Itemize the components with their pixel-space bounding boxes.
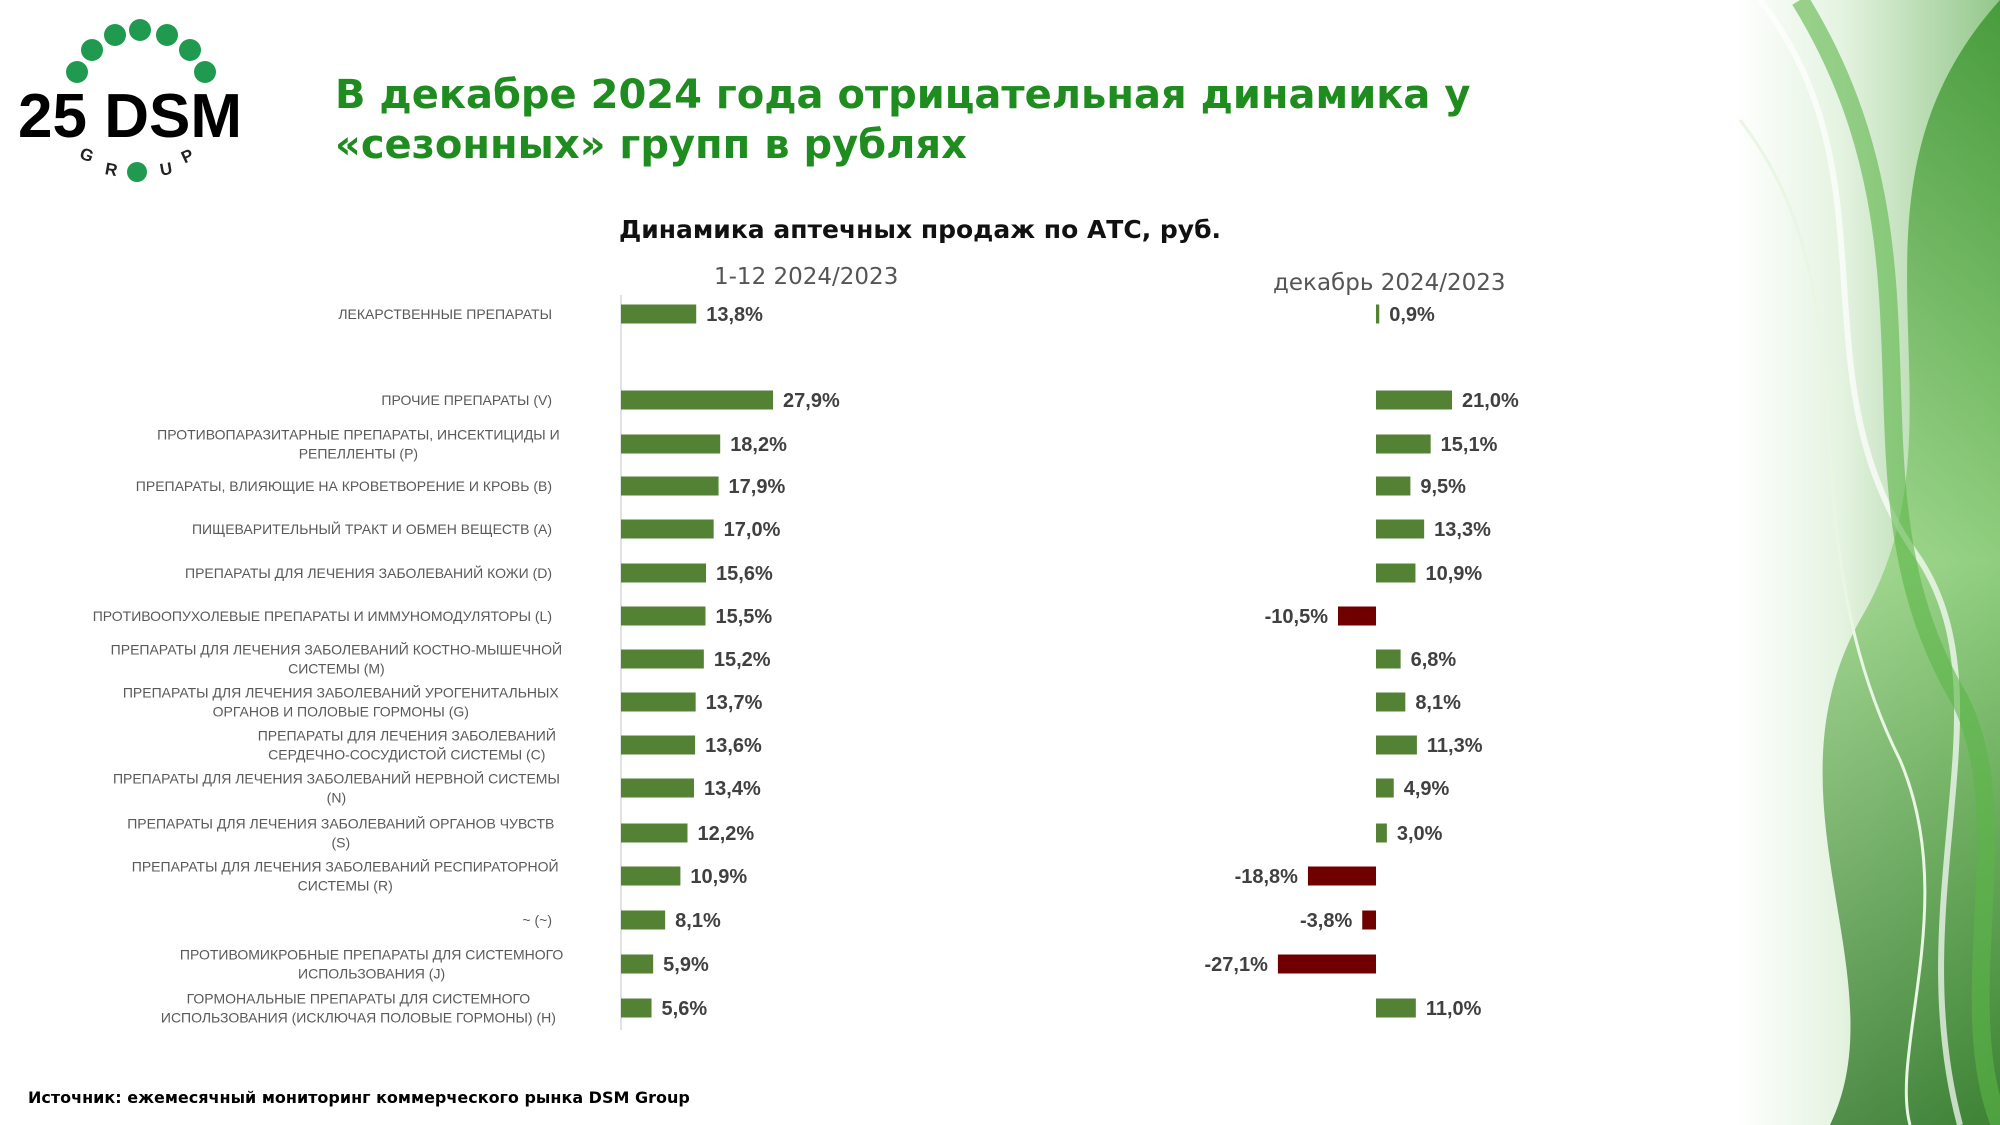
data-label: 13,8% — [706, 304, 763, 326]
svg-text:G: G — [77, 144, 96, 166]
data-label: 17,9% — [729, 476, 786, 498]
series-1-header: 1-12 2024/2023 — [714, 264, 899, 290]
data-label: 10,9% — [690, 866, 747, 888]
category-label: ЛЕКАРСТВЕННЫЕ ПРЕПАРАТЫ — [338, 306, 552, 322]
data-label: 11,3% — [1427, 735, 1483, 757]
category-label: ПРЕПАРАТЫ ДЛЯ ЛЕЧЕНИЯ ЗАБОЛЕВАНИЙ УРОГЕН… — [123, 684, 560, 720]
bar-series-2 — [1307, 866, 1376, 886]
bar-series-1 — [621, 998, 652, 1018]
bar-series-1 — [621, 866, 681, 886]
category-label: ПРЕПАРАТЫ ДЛЯ ЛЕЧЕНИЯ ЗАБОЛЕВАНИЙ СЕРДЕЧН… — [258, 727, 556, 763]
data-label: 15,1% — [1441, 434, 1498, 456]
data-label: 6,8% — [1411, 649, 1457, 671]
bar-series-1 — [621, 692, 696, 712]
data-label: 15,2% — [714, 649, 771, 671]
bar-series-1 — [621, 823, 688, 843]
data-label: 17,0% — [724, 519, 781, 541]
series-2-header: декабрь 2024/2023 — [1273, 270, 1506, 296]
bar-series-1 — [621, 434, 721, 454]
data-label: 21,0% — [1462, 390, 1519, 412]
bar-series-2 — [1376, 692, 1406, 712]
data-label: 9,5% — [1420, 476, 1466, 498]
bar-series-2 — [1376, 823, 1387, 843]
bar-series-1 — [621, 954, 654, 974]
data-label: 11,0% — [1426, 998, 1482, 1020]
bar-series-1 — [621, 649, 704, 669]
data-label: 8,1% — [1415, 692, 1461, 714]
data-label: 18,2% — [730, 434, 787, 456]
data-label: 0,9% — [1389, 304, 1435, 326]
category-label: ПРЕПАРАТЫ ДЛЯ ЛЕЧЕНИЯ ЗАБОЛЕВАНИЙ ОРГАНО… — [127, 815, 554, 851]
data-label: -10,5% — [1265, 606, 1329, 628]
category-label: ПРОЧИЕ ПРЕПАРАТЫ (V) — [381, 392, 552, 408]
data-label: 15,6% — [716, 563, 773, 585]
data-label: -27,1% — [1205, 954, 1269, 976]
data-label: 5,9% — [663, 954, 709, 976]
bar-series-2 — [1376, 649, 1401, 669]
data-label: 27,9% — [783, 390, 840, 412]
bar-series-2 — [1376, 735, 1417, 755]
data-label: -3,8% — [1300, 910, 1352, 932]
bar-series-1 — [621, 304, 697, 324]
bar-series-2 — [1376, 563, 1416, 583]
category-label: ПРЕПАРАТЫ ДЛЯ ЛЕЧЕНИЯ ЗАБОЛЕВАНИЙ РЕСПИР… — [132, 858, 559, 894]
bar-series-2 — [1337, 606, 1376, 626]
bar-series-2 — [1376, 390, 1453, 410]
data-label: 15,5% — [715, 606, 772, 628]
data-label: 5,6% — [662, 998, 708, 1020]
bar-series-1 — [621, 910, 666, 930]
data-label: 13,7% — [706, 692, 763, 714]
dsm-group-logo: 25 DSM G R U P — [18, 19, 242, 182]
data-label: 13,6% — [705, 735, 762, 757]
data-label: 12,2% — [697, 823, 754, 845]
data-label: 13,4% — [704, 778, 761, 800]
category-label: ГОРМОНАЛЬНЫЕ ПРЕПАРАТЫ ДЛЯ СИСТЕМНОГО ИСП… — [161, 991, 556, 1026]
bar-series-1 — [621, 563, 707, 583]
data-label: 3,0% — [1397, 823, 1443, 845]
chart-title: Динамика аптечных продаж по АТС, руб. — [618, 215, 1222, 244]
svg-text:U: U — [158, 159, 173, 180]
category-label: ПРЕПАРАТЫ ДЛЯ ЛЕЧЕНИЯ ЗАБОЛЕВАНИЙ КОЖИ (… — [185, 564, 552, 581]
bar-series-1 — [621, 606, 706, 626]
svg-text:R: R — [104, 159, 119, 180]
category-label: ПРЕПАРАТЫ, ВЛИЯЮЩИЕ НА КРОВЕТВОРЕНИЕ И К… — [136, 478, 552, 494]
bar-series-1 — [621, 778, 695, 798]
bar-series-2 — [1376, 778, 1394, 798]
page-title: В декабре 2024 года отрицательная динами… — [335, 72, 1471, 168]
logo-text: 25 DSM — [18, 82, 242, 151]
data-label: 4,9% — [1404, 778, 1450, 800]
bar-series-2 — [1362, 910, 1376, 930]
category-label: ПРОТИВОПАРАЗИТАРНЫЕ ПРЕПАРАТЫ, ИНСЕКТИЦИ… — [157, 427, 560, 462]
bar-series-2 — [1376, 304, 1380, 324]
bar-series-2 — [1376, 519, 1425, 539]
category-label: ПИЩЕВАРИТЕЛЬНЫЙ ТРАКТ И ОБМЕН ВЕЩЕСТВ (A… — [192, 520, 552, 537]
bar-series-2 — [1376, 434, 1431, 454]
data-label: 10,9% — [1425, 563, 1482, 585]
bar-series-2 — [1277, 954, 1376, 974]
bar-series-2 — [1376, 998, 1416, 1018]
category-label: ПРОТИВОМИКРОБНЫЕ ПРЕПАРАТЫ ДЛЯ СИСТЕМНОГ… — [180, 947, 564, 982]
category-label: ПРОТИВООПУХОЛЕВЫЕ ПРЕПАРАТЫ И ИММУНОМОДУ… — [93, 608, 552, 624]
data-label: 13,3% — [1434, 519, 1491, 541]
bar-series-1 — [621, 476, 719, 496]
bar-series-2 — [1376, 476, 1411, 496]
data-label: -18,8% — [1235, 866, 1299, 888]
data-label: 8,1% — [675, 910, 721, 932]
source-note: Источник: ежемесячный мониторинг коммерч… — [28, 1088, 690, 1107]
bar-series-1 — [621, 735, 696, 755]
category-label: ПРЕПАРАТЫ ДЛЯ ЛЕЧЕНИЯ ЗАБОЛЕВАНИЙ КОСТНО… — [111, 641, 562, 677]
category-label: ~ (~) — [522, 912, 552, 928]
category-label: ПРЕПАРАТЫ ДЛЯ ЛЕЧЕНИЯ ЗАБОЛЕВАНИЙ НЕРВНО… — [113, 770, 560, 806]
bar-series-1 — [621, 519, 714, 539]
bar-series-1 — [621, 390, 774, 410]
